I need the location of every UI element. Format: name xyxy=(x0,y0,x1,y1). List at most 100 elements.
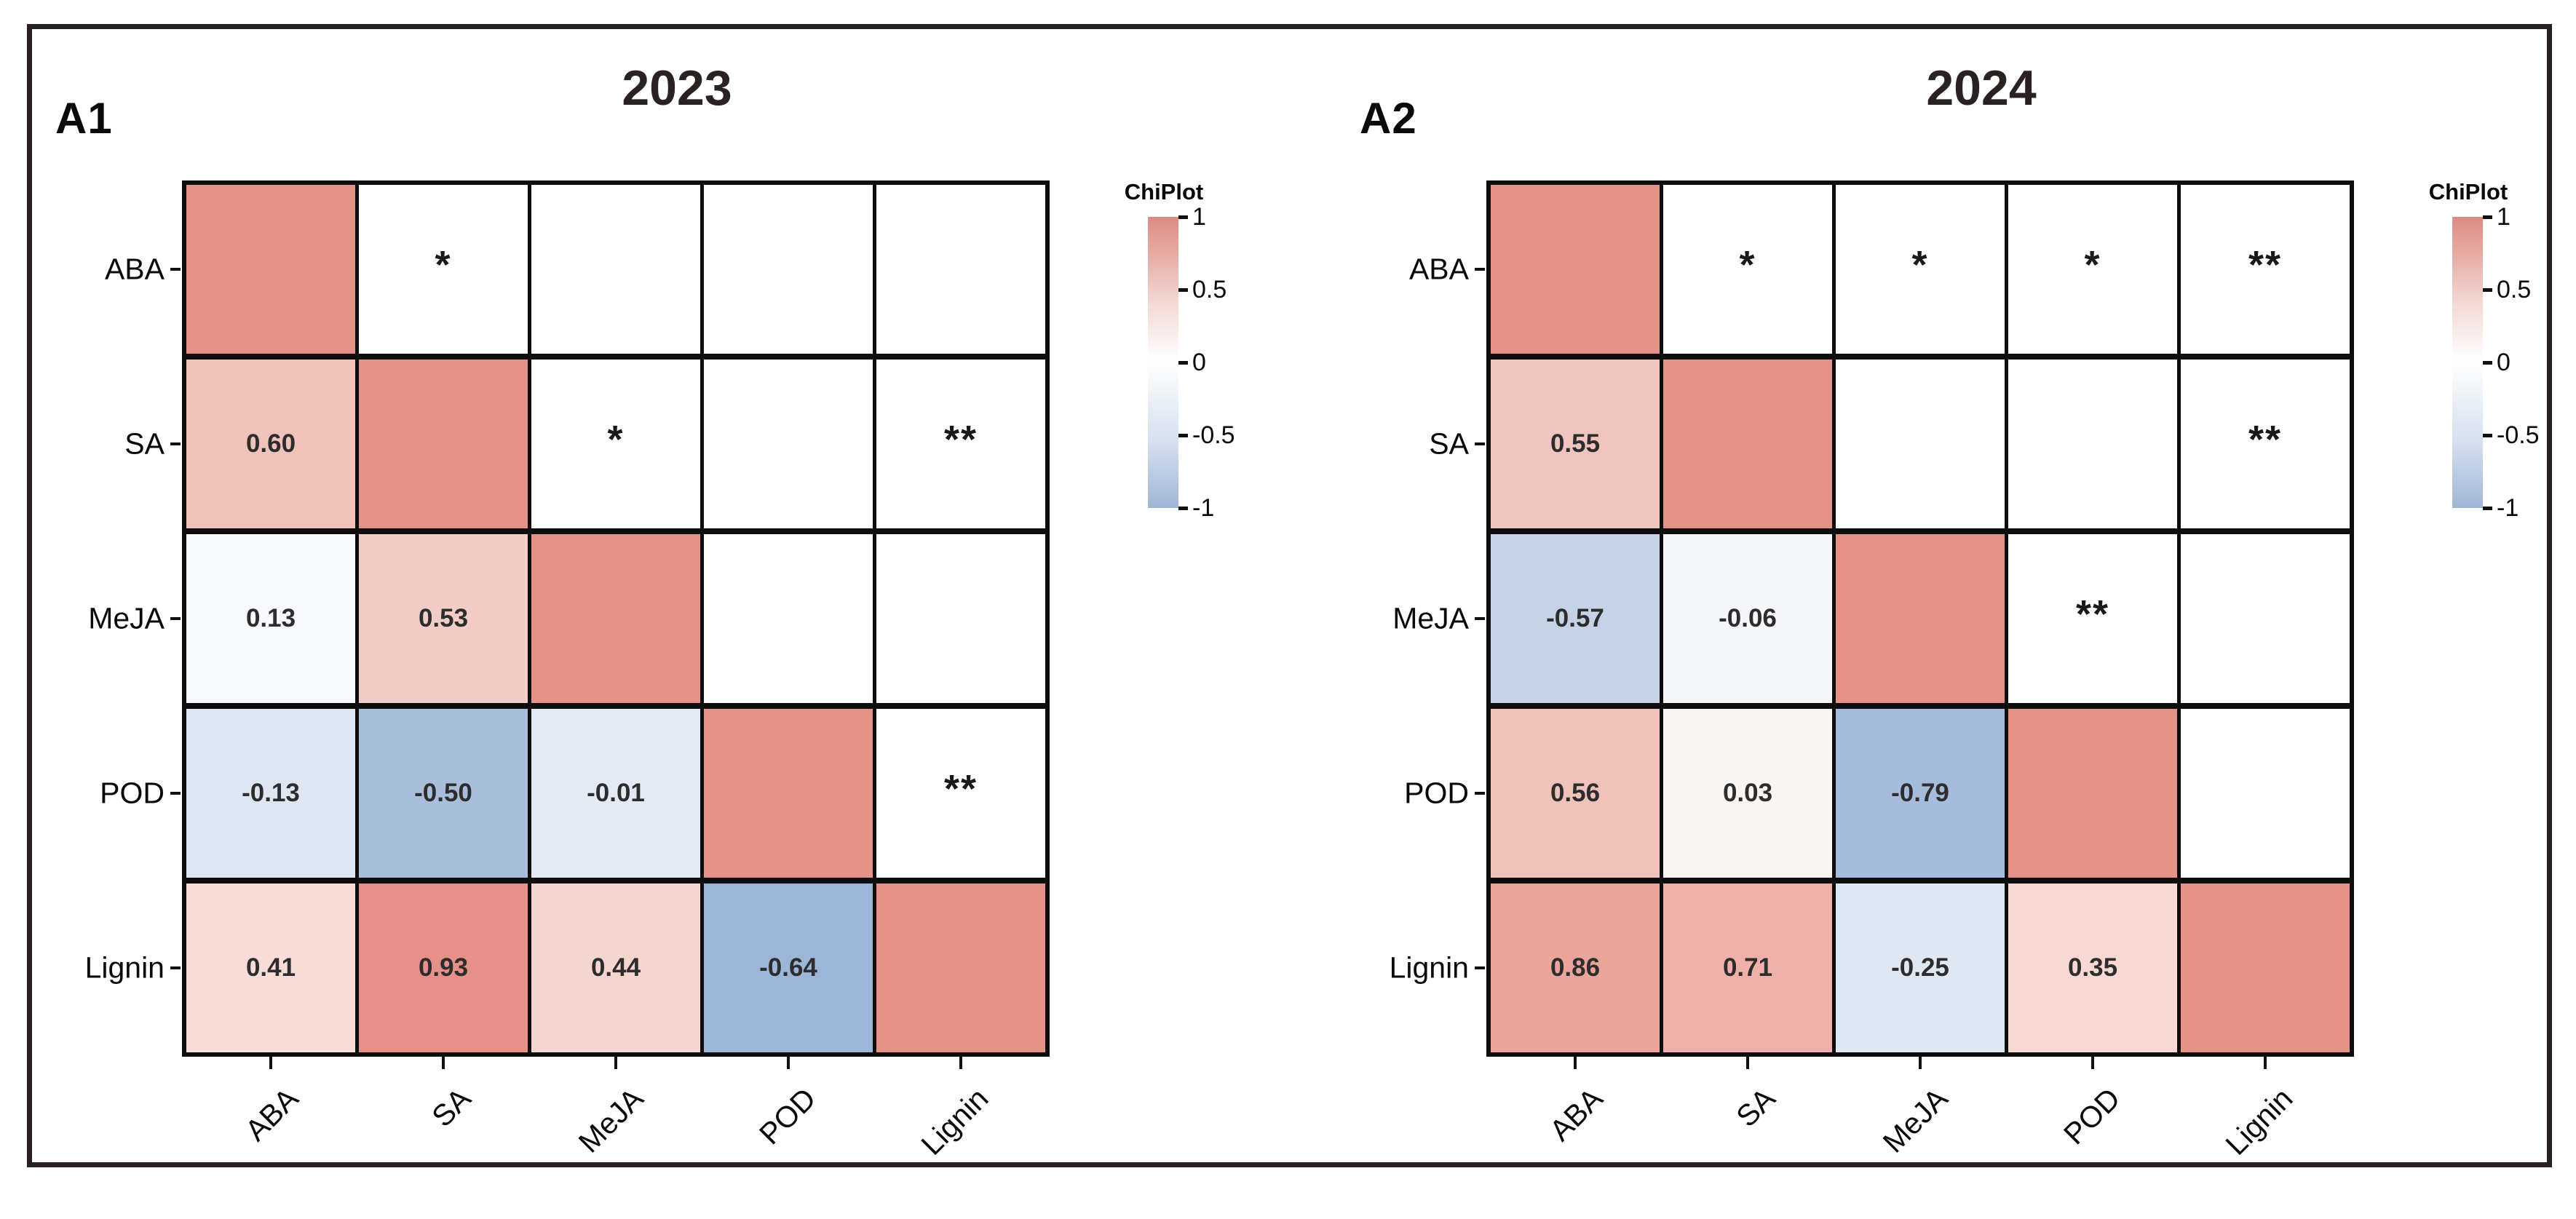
col-tick xyxy=(787,1057,790,1069)
heatmap-cell xyxy=(876,534,1045,703)
row-label: MeJA xyxy=(1392,601,1469,635)
heatmap-cell xyxy=(359,360,528,528)
colorbar-tick-label: -1 xyxy=(1192,494,1215,522)
colorbar-tick-label: 1 xyxy=(2497,203,2510,231)
col-label: ABA xyxy=(238,1081,305,1148)
heatmap-cell: * xyxy=(359,185,528,354)
heatmap-cell: ** xyxy=(2181,360,2350,528)
correlation-value: -0.79 xyxy=(1891,779,1949,807)
row-tick xyxy=(170,442,181,445)
colorbar-title: ChiPlot xyxy=(1124,179,1204,205)
heatmap-cell: 0.60 xyxy=(186,360,355,528)
heatmap-cell: 0.35 xyxy=(2008,884,2177,1052)
row-label: Lignin xyxy=(84,950,165,985)
significance-stars: ** xyxy=(2248,243,2283,287)
heatmap-cell: * xyxy=(1836,185,2005,354)
significance-stars: * xyxy=(607,418,625,461)
heatmap-cell xyxy=(704,185,873,354)
row-tick xyxy=(170,966,181,969)
col-tick xyxy=(614,1057,617,1069)
heatmap-cell: -0.06 xyxy=(1663,534,1832,703)
colorbar-tick xyxy=(2483,215,2492,219)
heatmap-cell: * xyxy=(1663,185,1832,354)
heatmap-cell: 0.93 xyxy=(359,884,528,1052)
heatmap-cell: 0.41 xyxy=(186,884,355,1052)
row-tick xyxy=(1475,442,1485,445)
heatmap-cell: 0.86 xyxy=(1491,884,1660,1052)
heatmap-cell xyxy=(1663,360,1832,528)
colorbar-tick-label: 1 xyxy=(1192,203,1206,231)
heatmap-cell: ** xyxy=(876,709,1045,878)
significance-stars: * xyxy=(2084,243,2101,287)
row-tick xyxy=(170,268,181,271)
heatmap-cell: 0.53 xyxy=(359,534,528,703)
col-tick xyxy=(442,1057,445,1069)
correlation-value: 0.13 xyxy=(245,604,296,632)
heatmap-cell xyxy=(876,185,1045,354)
heatmap-cell xyxy=(704,534,873,703)
correlation-value: 0.03 xyxy=(1722,779,1773,807)
heatmap-cell: ** xyxy=(2008,534,2177,703)
colorbar-tick xyxy=(1178,507,1188,510)
col-tick xyxy=(959,1057,962,1069)
col-label: Lignin xyxy=(2219,1081,2299,1162)
heatmap-cell: -0.25 xyxy=(1836,884,2005,1052)
heatmap-cell xyxy=(2181,884,2350,1052)
heatmap-cell: * xyxy=(531,360,700,528)
panel-a1: A1 2023 * 0.60 * ** 0.13 0.53 -0.13 -0.50 -0.01 *… xyxy=(55,60,1235,1162)
correlation-value: 0.71 xyxy=(1722,953,1773,982)
heatmap-cell xyxy=(704,709,873,878)
colorbar-tick-label: 0 xyxy=(2497,349,2510,376)
heatmap-cell xyxy=(2008,360,2177,528)
heatmap-cell: -0.13 xyxy=(186,709,355,878)
significance-stars: * xyxy=(1911,243,1929,287)
significance-stars: * xyxy=(435,243,452,287)
col-tick xyxy=(2264,1057,2267,1069)
row-tick xyxy=(1475,792,1485,795)
row-label: Lignin xyxy=(1389,950,1469,985)
col-label: SA xyxy=(425,1081,477,1134)
significance-stars: ** xyxy=(2075,592,2110,636)
heatmap-cell: -0.01 xyxy=(531,709,700,878)
heatmap-cell xyxy=(704,360,873,528)
heatmap-cell: ** xyxy=(876,360,1045,528)
heatmap-cell: -0.50 xyxy=(359,709,528,878)
correlation-value: -0.50 xyxy=(414,779,472,807)
col-tick xyxy=(2091,1057,2094,1069)
heatmap-cell: 0.44 xyxy=(531,884,700,1052)
heatmap-grid: * * * ** 0.55 ** -0.57 -0.06 ** 0.56 0.03 -0.79 0.86… xyxy=(1486,180,2354,1057)
correlation-value: 0.60 xyxy=(245,429,296,458)
heatmap-cell: -0.79 xyxy=(1836,709,2005,878)
row-label: SA xyxy=(124,426,165,461)
row-tick xyxy=(1475,617,1485,620)
colorbar-tick xyxy=(2483,361,2492,365)
row-label: ABA xyxy=(104,252,165,286)
heatmap-cell: ** xyxy=(2181,185,2350,354)
correlation-value: 0.56 xyxy=(1550,779,1601,807)
row-label: POD xyxy=(1404,776,1469,810)
heatmap-cell xyxy=(1836,360,2005,528)
heatmap-cell: 0.55 xyxy=(1491,360,1660,528)
colorbar-tick-label: -0.5 xyxy=(1192,421,1235,449)
correlation-value: -0.64 xyxy=(759,953,817,982)
heatmap-cell xyxy=(2181,709,2350,878)
row-label: POD xyxy=(100,776,165,810)
row-label: ABA xyxy=(1408,252,1469,286)
correlation-value: 0.35 xyxy=(2067,953,2118,982)
heatmap-cell: * xyxy=(2008,185,2177,354)
colorbar-tick-label: -1 xyxy=(2497,494,2519,522)
significance-stars: * xyxy=(1739,243,1756,287)
heatmap-cell xyxy=(876,884,1045,1052)
col-label: MeJA xyxy=(1876,1081,1954,1159)
heatmap-cell: 0.71 xyxy=(1663,884,1832,1052)
correlation-value: 0.86 xyxy=(1550,953,1601,982)
row-tick xyxy=(170,792,181,795)
heatmap-cell: 0.13 xyxy=(186,534,355,703)
correlation-value: -0.13 xyxy=(242,779,300,807)
heatmap-cell: -0.57 xyxy=(1491,534,1660,703)
col-tick xyxy=(269,1057,272,1069)
heatmap-cell xyxy=(1491,185,1660,354)
panel-a2: A2 2024 * * * ** 0.55 ** -0.57 -0.06 ** 0.56 0.03-… xyxy=(1304,0,2576,1201)
row-label: SA xyxy=(1429,426,1469,461)
col-label: Lignin xyxy=(914,1081,995,1162)
